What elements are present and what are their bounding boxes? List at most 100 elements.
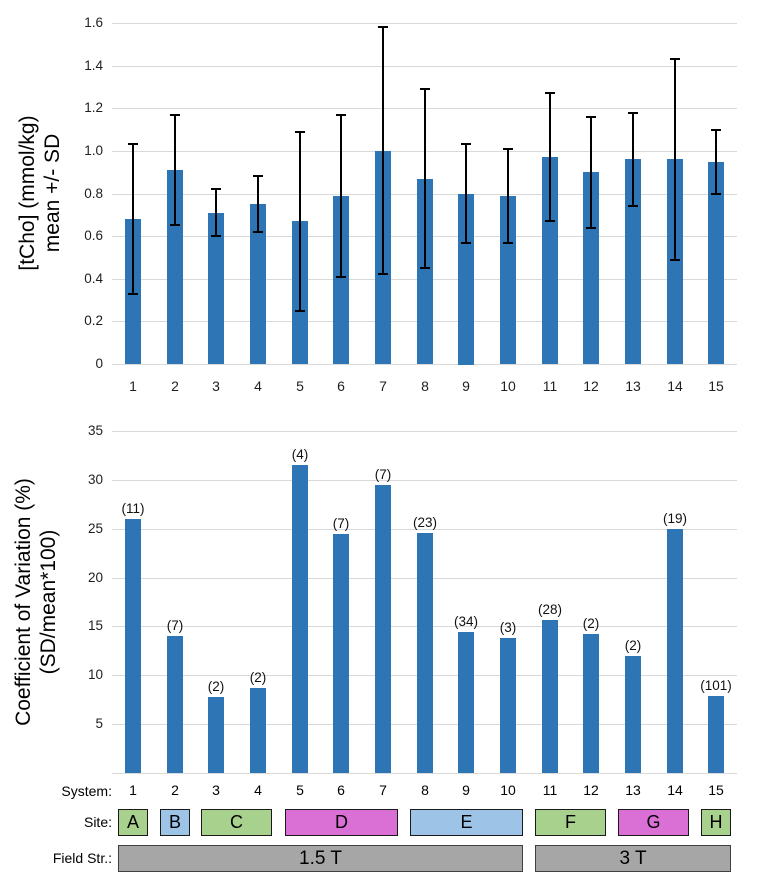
bar-system-14 bbox=[667, 529, 683, 773]
system-number: 6 bbox=[337, 782, 345, 798]
error-bar-system-1-cap-bottom bbox=[128, 293, 138, 295]
error-bar-system-8 bbox=[424, 89, 426, 268]
x-tick-label: 1 bbox=[129, 378, 137, 394]
error-bar-system-15-cap-bottom bbox=[711, 193, 721, 195]
error-bar-system-4 bbox=[257, 176, 259, 231]
bar-system-9 bbox=[458, 194, 474, 365]
error-bar-system-8-cap-top bbox=[420, 88, 430, 90]
bar-count-label-system-13: (2) bbox=[624, 638, 642, 653]
error-bar-system-2-cap-top bbox=[170, 114, 180, 116]
bar-system-12 bbox=[583, 172, 599, 364]
error-bar-system-13-cap-top bbox=[628, 112, 638, 114]
system-row-label: System: bbox=[61, 783, 112, 799]
x-tick-label: 4 bbox=[254, 378, 262, 394]
site-box-b: B bbox=[160, 809, 190, 836]
x-tick-label: 12 bbox=[583, 378, 599, 394]
error-bar-system-6-cap-top bbox=[336, 114, 346, 116]
error-bar-system-10 bbox=[507, 149, 509, 243]
bar-system-15 bbox=[708, 162, 724, 364]
y-tick-label: 1.4 bbox=[84, 58, 103, 73]
bar-count-label-system-3: (2) bbox=[207, 679, 225, 694]
bar-system-2 bbox=[167, 636, 183, 773]
bar-system-11 bbox=[542, 620, 558, 773]
site-box-d: D bbox=[285, 809, 398, 836]
bar-count-label-system-10: (3) bbox=[499, 620, 517, 635]
error-bar-system-5-cap-top bbox=[295, 131, 305, 133]
system-number: 8 bbox=[421, 782, 429, 798]
gridline bbox=[112, 529, 737, 530]
bar-system-10 bbox=[500, 638, 516, 773]
error-bar-system-2-cap-bottom bbox=[170, 224, 180, 226]
error-bar-system-9 bbox=[465, 144, 467, 242]
y-tick-label: 0.2 bbox=[84, 313, 103, 328]
error-bar-system-4-cap-bottom bbox=[253, 231, 263, 233]
site-box-e: E bbox=[410, 809, 523, 836]
x-tick-label: 7 bbox=[379, 378, 387, 394]
x-tick-label: 5 bbox=[296, 378, 304, 394]
field-row-label: Field Str.: bbox=[52, 850, 112, 866]
y-tick-label: 35 bbox=[87, 423, 103, 438]
bar-count-label-system-5: (4) bbox=[291, 447, 309, 462]
bar-system-7 bbox=[375, 485, 391, 773]
bar-system-6 bbox=[333, 534, 349, 773]
error-bar-system-15-cap-top bbox=[711, 129, 721, 131]
y-tick-label: 10 bbox=[87, 667, 103, 682]
x-tick-label: 11 bbox=[542, 378, 558, 394]
error-bar-system-13 bbox=[632, 113, 634, 207]
error-bar-system-13-cap-bottom bbox=[628, 205, 638, 207]
y-tick-label: 30 bbox=[87, 472, 103, 487]
error-bar-system-2 bbox=[174, 115, 176, 226]
x-tick-label: 8 bbox=[421, 378, 429, 394]
site-box-f: F bbox=[535, 809, 606, 836]
x-tick-label: 13 bbox=[625, 378, 641, 394]
error-bar-system-12-cap-bottom bbox=[586, 227, 596, 229]
bar-system-8 bbox=[417, 179, 433, 364]
error-bar-system-3-cap-top bbox=[211, 188, 221, 190]
error-bar-system-5-cap-bottom bbox=[295, 310, 305, 312]
bar-system-4 bbox=[250, 204, 266, 364]
y-tick-label: 0 bbox=[95, 356, 103, 371]
y-tick-label: 0.4 bbox=[84, 271, 103, 286]
bar-system-3 bbox=[208, 697, 224, 773]
x-tick-label: 15 bbox=[708, 378, 724, 394]
error-bar-system-14-cap-bottom bbox=[670, 259, 680, 261]
bar-count-label-system-9: (34) bbox=[453, 614, 478, 629]
gridline bbox=[112, 23, 737, 24]
site-row-label: Site: bbox=[83, 814, 112, 830]
gridline bbox=[112, 66, 737, 67]
system-number: 3 bbox=[212, 782, 220, 798]
error-bar-system-1-cap-top bbox=[128, 143, 138, 145]
y-tick-label: 1.6 bbox=[84, 15, 103, 30]
error-bar-system-4-cap-top bbox=[253, 175, 263, 177]
y-tick-label: 25 bbox=[87, 521, 103, 536]
error-bar-system-11 bbox=[549, 93, 551, 221]
bar-system-6 bbox=[333, 196, 349, 364]
site-box-a: A bbox=[118, 809, 148, 836]
x-tick-label: 6 bbox=[337, 378, 345, 394]
site-box-c: C bbox=[201, 809, 272, 836]
bar-count-label-system-1: (11) bbox=[121, 501, 145, 516]
bar-system-5 bbox=[292, 465, 308, 773]
y-tick-label: 15 bbox=[87, 618, 103, 633]
error-bar-system-14-cap-top bbox=[670, 58, 680, 60]
error-bar-system-14 bbox=[674, 59, 676, 259]
error-bar-system-6-cap-bottom bbox=[336, 276, 346, 278]
y-tick-label: 20 bbox=[87, 570, 103, 585]
bar-system-4 bbox=[250, 688, 266, 773]
y-tick-label: 1.2 bbox=[84, 100, 103, 115]
error-bar-system-1 bbox=[132, 144, 134, 293]
error-bar-system-9-cap-bottom bbox=[461, 242, 471, 244]
bar-count-label-system-7: (7) bbox=[374, 467, 392, 482]
error-bar-system-7 bbox=[382, 27, 384, 274]
site-box-g: G bbox=[618, 809, 689, 836]
gridline bbox=[112, 364, 737, 365]
error-bar-system-8-cap-bottom bbox=[420, 267, 430, 269]
bar-count-label-system-4: (2) bbox=[249, 670, 267, 685]
error-bar-system-10-cap-bottom bbox=[503, 242, 513, 244]
error-bar-system-6 bbox=[340, 115, 342, 277]
system-number: 5 bbox=[296, 782, 304, 798]
system-number: 14 bbox=[667, 782, 683, 798]
y-tick-label: 0.6 bbox=[84, 228, 103, 243]
